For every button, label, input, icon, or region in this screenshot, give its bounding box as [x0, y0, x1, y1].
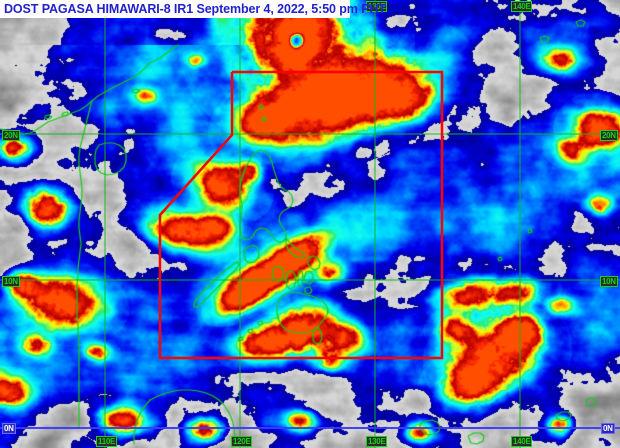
coord-label-lat-20n-right: 20N: [600, 130, 618, 141]
coord-label-lat-0n-left: 0N: [2, 423, 16, 434]
title-banner: DOST PAGASA HIMAWARI-8 IR1 September 4, …: [0, 0, 386, 18]
coord-label-lat-10n-left: 10N: [2, 276, 20, 287]
coord-label-lon-140e-bottom: 140E: [511, 436, 533, 447]
coord-label-lon-110e-bottom: 110E: [96, 436, 118, 447]
coord-label-lat-0n-right: 0N: [601, 423, 615, 434]
coord-label-lat-10n-right: 10N: [600, 276, 618, 287]
coord-label-lon-120e-bottom: 120E: [231, 436, 253, 447]
title-text: DOST PAGASA HIMAWARI-8 IR1 September 4, …: [4, 1, 386, 16]
coord-label-lon-130e-bottom: 130E: [366, 436, 388, 447]
coord-label-lon-140e-top: 140E: [511, 1, 533, 12]
coord-label-lat-20n-left: 20N: [2, 130, 20, 141]
coord-label-lon-130e-top: 130E: [366, 1, 388, 12]
